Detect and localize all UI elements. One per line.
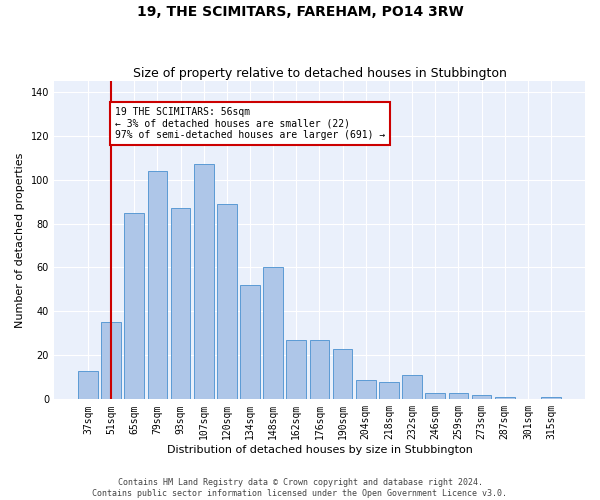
Text: 19 THE SCIMITARS: 56sqm
← 3% of detached houses are smaller (22)
97% of semi-det: 19 THE SCIMITARS: 56sqm ← 3% of detached… (115, 107, 385, 140)
Bar (472, 395, 491, 400)
Bar (449, 392, 468, 400)
Bar (495, 397, 515, 400)
Bar (148, 171, 167, 400)
Bar (541, 397, 561, 400)
Bar (240, 285, 260, 400)
Bar (217, 204, 236, 400)
Text: Contains HM Land Registry data © Crown copyright and database right 2024.
Contai: Contains HM Land Registry data © Crown c… (92, 478, 508, 498)
Bar (333, 349, 352, 400)
Title: Size of property relative to detached houses in Stubbington: Size of property relative to detached ho… (133, 66, 506, 80)
Y-axis label: Number of detached properties: Number of detached properties (15, 152, 25, 328)
Text: 19, THE SCIMITARS, FAREHAM, PO14 3RW: 19, THE SCIMITARS, FAREHAM, PO14 3RW (137, 5, 463, 19)
Bar (310, 340, 329, 400)
Bar (286, 340, 306, 400)
Bar (194, 164, 214, 400)
X-axis label: Distribution of detached houses by size in Stubbington: Distribution of detached houses by size … (167, 445, 472, 455)
Bar (402, 375, 422, 400)
Bar (263, 268, 283, 400)
Bar (78, 371, 98, 400)
Bar (356, 380, 376, 400)
Bar (124, 212, 144, 400)
Bar (379, 382, 399, 400)
Bar (101, 322, 121, 400)
Bar (425, 392, 445, 400)
Bar (170, 208, 190, 400)
